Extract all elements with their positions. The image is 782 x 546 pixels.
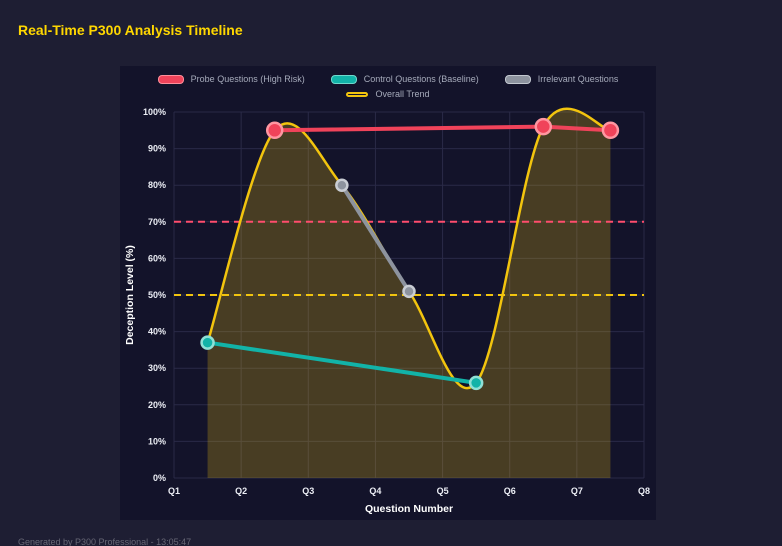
page-title: Real-Time P300 Analysis Timeline [18, 22, 243, 38]
data-point-probe-questions-high-risk[interactable] [601, 121, 620, 140]
chart-panel: Probe Questions (High Risk) Control Quest… [120, 66, 656, 520]
series-line-irrelevant-questions [339, 183, 411, 294]
y-tick-label: 60% [148, 253, 166, 263]
y-tick-label: 70% [148, 217, 166, 227]
x-tick-label: Q3 [302, 486, 314, 496]
data-point-control-questions-baseline[interactable] [200, 335, 215, 350]
x-axis-title: Question Number [365, 503, 453, 515]
data-point-irrelevant-questions[interactable] [402, 284, 416, 299]
data-point-probe-questions-high-risk[interactable] [534, 117, 553, 136]
legend-item-probe-questions-high-risk[interactable]: Probe Questions (High Risk) [157, 74, 305, 84]
x-tick-label: Q5 [437, 486, 449, 496]
timeline-chart: Q1 Q2 Q3 Q4 Q5 Q6 Q7 Q8 0% 10% 20% 30% 40% 50% 60% 70% 8… [124, 107, 650, 515]
data-point-irrelevant-questions[interactable] [335, 178, 349, 192]
y-tick-label: 20% [148, 400, 166, 410]
y-tick-label: 40% [148, 327, 166, 337]
y-tick-label: 0% [153, 473, 166, 483]
y-axis-title: Deception Level (%) [124, 245, 136, 345]
legend-item-overall-trend[interactable]: Overall Trend [346, 89, 430, 99]
y-tick-label: 80% [148, 180, 166, 190]
y-tick-label: 30% [148, 363, 166, 373]
legend-swatch-control-questions-baseline [330, 74, 357, 84]
legend-swatch-overall-trend [346, 91, 369, 97]
y-tick-label: 90% [148, 144, 166, 154]
footer-note: Generated by P300 Professional - 13:05:4… [18, 537, 192, 546]
legend-item-control-questions-baseline[interactable]: Control Questions (Baseline) [330, 74, 479, 84]
legend-label-probe-questions-high-risk: Probe Questions (High Risk) [190, 74, 305, 84]
legend-swatch-probe-questions-high-risk [157, 74, 184, 84]
series-line-control-questions-baseline [205, 340, 479, 385]
x-tick-label: Q2 [235, 486, 247, 496]
data-point-probe-questions-high-risk[interactable] [265, 121, 284, 140]
legend-row-1: Probe Questions (High Risk) Control Quest… [157, 74, 619, 84]
y-tick-label: 10% [148, 436, 166, 446]
x-tick-label: Q4 [369, 486, 381, 496]
legend-label-overall-trend: Overall Trend [375, 89, 430, 99]
legend-item-irrelevant-questions[interactable]: Irrelevant Questions [504, 74, 619, 84]
legend-label-irrelevant-questions: Irrelevant Questions [537, 74, 619, 84]
x-tick-label: Q7 [571, 486, 583, 496]
data-point-control-questions-baseline[interactable] [468, 375, 484, 391]
x-tick-label: Q1 [168, 486, 180, 496]
chart-legend: Probe Questions (High Risk) Control Quest… [120, 66, 656, 99]
legend-label-control-questions-baseline: Control Questions (Baseline) [363, 74, 479, 84]
x-tick-label: Q6 [504, 486, 516, 496]
y-tick-label: 50% [148, 290, 166, 300]
x-tick-label: Q8 [638, 486, 650, 496]
legend-row-2: Overall Trend [346, 89, 430, 99]
legend-swatch-irrelevant-questions [504, 74, 531, 84]
y-tick-label: 100% [143, 107, 166, 117]
